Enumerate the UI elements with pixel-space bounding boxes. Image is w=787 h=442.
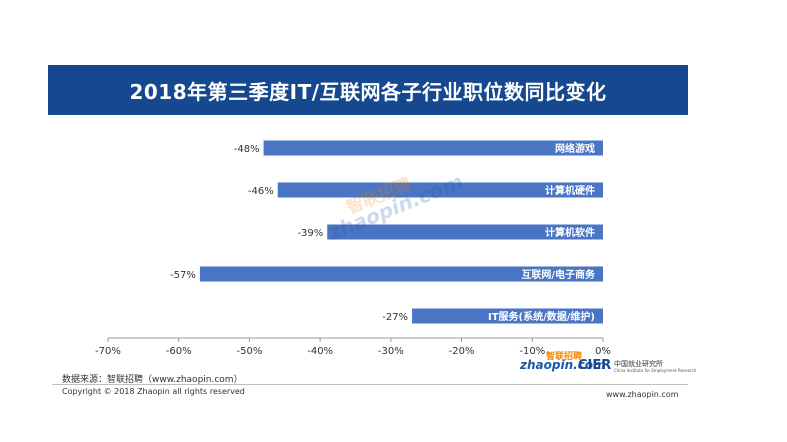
x-tick-label: -30%: [378, 346, 404, 357]
bar: [199, 266, 603, 282]
x-tick-label: -70%: [95, 346, 121, 357]
x-tick-label: -20%: [449, 346, 475, 357]
x-tick-label: -60%: [166, 346, 192, 357]
cier-logo-text: CIER: [578, 358, 612, 373]
x-tick-label: -50%: [237, 346, 263, 357]
cier-logo-cn: 中国就业研究所: [614, 360, 663, 368]
category-label: 计算机软件: [545, 226, 595, 239]
footer-url: www.zhaopin.com: [606, 390, 679, 399]
chart-title: 2018年第三季度IT/互联网各子行业职位数同比变化: [129, 79, 607, 104]
data-label: -39%: [297, 228, 323, 239]
x-tick-label: -10%: [519, 346, 545, 357]
data-label: -46%: [248, 186, 274, 197]
bar: [327, 224, 603, 240]
bar: [412, 308, 603, 324]
x-tick-label: 0%: [595, 346, 611, 357]
cier-logo-en: China Institute for Employment Research: [614, 368, 697, 373]
chart-title-bar: 2018年第三季度IT/互联网各子行业职位数同比变化: [48, 65, 688, 115]
bar: [263, 140, 603, 156]
data-label: -27%: [382, 312, 408, 323]
bar-chart: 网络游戏 -48% 计算机硬件 -46% 计算机软件 -39% 互联网/电子商务 -57% IT…: [95, 140, 611, 357]
data-label: -48%: [234, 144, 260, 155]
zhaopin-logo: zhaopin.com 智联招聘: [520, 352, 606, 372]
footer-divider: [52, 384, 688, 385]
zhaopin-logo-en: zhaopin.com: [520, 358, 606, 372]
zhaopin-logo-cn: 智联招聘: [546, 352, 583, 362]
data-label: -57%: [170, 270, 196, 281]
x-tick-label: -40%: [307, 346, 333, 357]
category-label: 计算机硬件: [545, 184, 595, 197]
cier-logo: CIER 中国就业研究所 China Institute for Employm…: [578, 358, 696, 373]
category-label: 网络游戏: [555, 142, 595, 155]
copyright-text: Copyright © 2018 Zhaopin all rights rese…: [62, 387, 245, 396]
category-label: IT服务(系统/数据/维护): [488, 310, 595, 323]
bar: [277, 182, 603, 198]
category-label: 互联网/电子商务: [521, 268, 596, 281]
data-source-note: 数据来源：智联招聘（www.zhaopin.com）: [62, 375, 243, 385]
